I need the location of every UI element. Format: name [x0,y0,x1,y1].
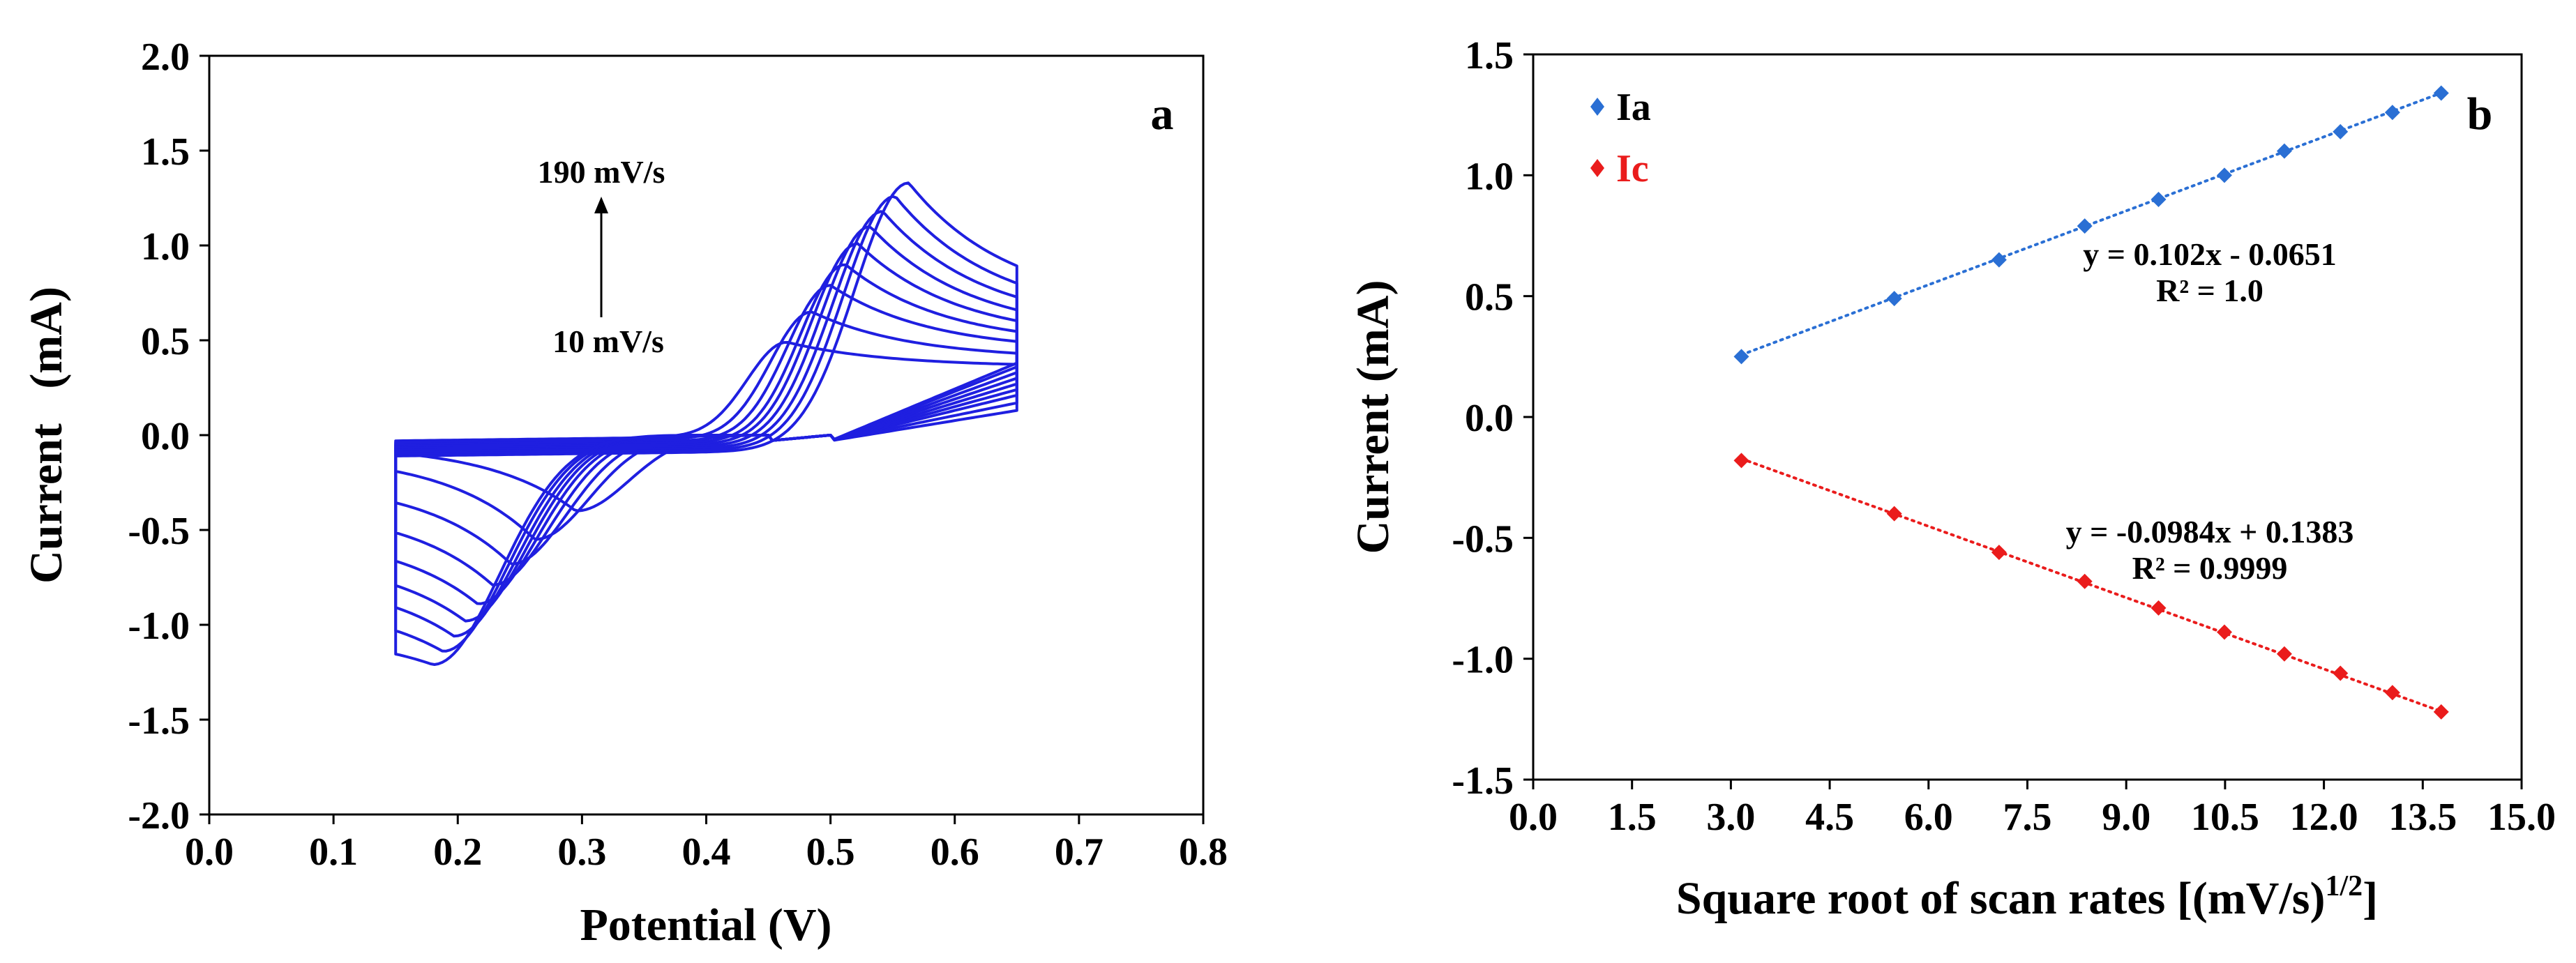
ic-point [2216,624,2232,640]
cv-curve-150mvs [394,195,1018,653]
ia-trendline [1740,91,2443,356]
ic-point [1991,545,2007,561]
cv-curves [394,181,1018,666]
x-axis-ticks: 0.0 1.5 3.0 4.5 6.0 7.5 9.0 10.5 12.0 13.5 15.0 [1509,780,2556,839]
ic-trendline [1740,457,2443,713]
x-tick-label: 0.0 [1509,796,1558,839]
ic-point [1733,453,1749,469]
x-tick-label: 0.4 [682,831,731,874]
ic-point [2333,665,2349,681]
ia-point [2151,192,2167,207]
x-tick-label: 6.0 [1904,796,1953,839]
ia-point [1886,291,1902,307]
ia-point [2433,85,2449,101]
y-tick-label: 1.0 [141,225,190,268]
scatter-series [1733,85,2449,720]
ia-point [2216,167,2232,183]
x-tick-label: 7.5 [2003,796,2052,839]
x-tick-label: 10.5 [2191,796,2259,839]
y-tick-label: 0.5 [1465,276,1514,319]
cv-curve-10mvs [394,341,1018,513]
legend-marker-ic [1590,159,1604,177]
scan-rate-arrow-head [594,197,608,213]
x-tick-label: 0.1 [309,831,358,874]
x-axis-title: Square root of scan rates [(mV/s)1/2] [1676,870,2378,924]
y-tick-label: -1.5 [1452,759,1514,803]
y-tick-label: 1.5 [1465,34,1514,77]
x-tick-label: 0.5 [806,831,855,874]
y-tick-label: 0.5 [141,320,190,363]
ia-fit-equation: y = 0.102x - 0.0651 [2083,236,2337,272]
scan-rate-max-label: 190 mV/s [538,154,665,190]
cv-panel-a: 0.0 0.1 0.2 0.3 0.4 0.5 0.6 0.7 0.8 2.0 1.5 1.0 0.5… [21,36,1228,950]
x-tick-label: 0.3 [557,831,606,874]
ia-point [1733,349,1749,365]
ia-point [2333,123,2349,139]
ia-fit-r2: R² = 1.0 [2156,273,2264,308]
x-tick-label: 15.0 [2487,796,2556,839]
legend: Ia Ic [1590,86,1651,190]
legend-label-ic: Ic [1616,147,1649,190]
x-tick-label: 1.5 [1608,796,1657,839]
y-tick-label: -0.5 [1452,517,1514,561]
x-axis-title: Potential (V) [580,900,831,950]
ic-point [2077,573,2093,589]
legend-marker-ia [1590,98,1604,116]
y-tick-label: -1.5 [128,699,190,743]
y-tick-label: -1.0 [128,605,190,648]
x-tick-label: 0.7 [1055,831,1104,874]
ia-point [1991,252,2007,268]
y-tick-label: 1.5 [141,130,190,174]
ia-point [2384,105,2400,121]
cv-curve-30mvs [394,310,1018,541]
x-tick-label: 12.0 [2290,796,2358,839]
ic-point [1886,506,1902,522]
y-axis-title: Current (mA) [21,287,72,584]
y-tick-label: -2.0 [128,794,190,837]
x-tick-label: 0.2 [433,831,482,874]
x-axis-title-main: Square root of scan rates [(mV/s) [1676,873,2326,924]
ic-fit-equation: y = -0.0984x + 0.1383 [2066,514,2354,549]
y-tick-label: -1.0 [1452,639,1514,682]
ic-point [2276,646,2292,662]
scan-rate-min-label: 10 mV/s [552,324,664,359]
ic-point [2433,704,2449,720]
y-tick-label: 0.0 [141,415,190,458]
y-axis-ticks: 2.0 1.5 1.0 0.5 0.0 -0.5 -1.0 -1.5 -2.0 [128,36,209,837]
y-tick-label: 1.0 [1465,155,1514,198]
panel-label-a: a [1151,89,1174,139]
y-axis-ticks: 1.5 1.0 0.5 0.0 -0.5 -1.0 -1.5 [1452,34,1533,803]
plot-area-frame [1532,53,2523,781]
x-axis-title-end: ] [2363,873,2378,924]
legend-label-ia: Ia [1616,86,1651,129]
y-tick-label: -0.5 [128,510,190,553]
scan-rate-panel-b: 0.0 1.5 3.0 4.5 6.0 7.5 9.0 10.5 12.0 13.5 15.0 1.… [1348,34,2556,924]
ia-point [2077,218,2093,234]
ic-point [2151,600,2167,616]
x-tick-label: 13.5 [2388,796,2457,839]
x-axis-ticks: 0.0 0.1 0.2 0.3 0.4 0.5 0.6 0.7 0.8 [185,814,1228,874]
x-tick-label: 0.0 [185,831,234,874]
x-tick-label: 4.5 [1805,796,1854,839]
x-axis-title-superscript: 1/2 [2325,870,2363,902]
cv-curve-50mvs [394,284,1018,566]
ic-point [2384,685,2400,701]
x-tick-label: 9.0 [2102,796,2151,839]
y-axis-title: Current (mA) [1348,280,1399,554]
x-tick-label: 0.8 [1179,831,1228,874]
panel-label-b: b [2467,89,2493,139]
y-tick-label: 0.0 [1465,397,1514,440]
y-tick-label: 2.0 [141,36,190,79]
cv-curve-190mvs [394,181,1018,666]
cv-curve-130mvs [394,210,1018,638]
ic-fit-r2: R² = 0.9999 [2132,550,2288,586]
ia-point [2276,143,2292,159]
x-tick-label: 3.0 [1706,796,1755,839]
x-tick-label: 0.6 [931,831,979,874]
